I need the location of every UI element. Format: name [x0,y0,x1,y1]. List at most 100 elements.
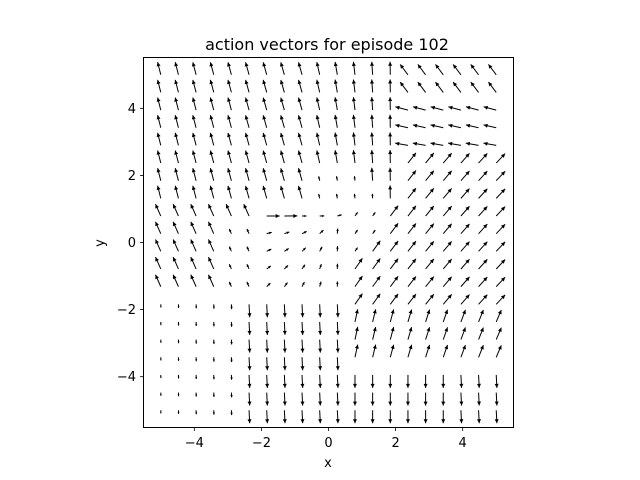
vector-arrow [318,410,323,424]
vector-arrow [279,62,285,75]
vector-arrow [318,357,323,371]
vector-arrow [477,410,482,424]
vector-arrow [244,115,250,128]
vector-arrow [412,141,426,146]
vector-arrow [465,141,479,146]
vector-arrow [191,115,197,128]
vector-arrow [266,248,272,252]
chart-title: action vectors for episode 102 [205,35,449,54]
vector-arrow [208,203,215,217]
vector-arrow [174,97,179,111]
vector-arrow [318,321,323,335]
vector-arrow [460,170,470,182]
vector-arrow [160,374,162,379]
vector-arrow [351,79,356,93]
vector-arrow [460,258,470,270]
vector-arrow [460,309,466,323]
vector-arrow [190,256,197,270]
vector-arrow [372,240,381,252]
vector-arrow [388,114,393,128]
x-tick-label: −2 [252,436,271,451]
vector-arrow [284,213,298,218]
vector-arrow [372,275,381,287]
vector-arrow [388,374,393,388]
vector-arrow [315,132,321,146]
vector-arrow [370,61,375,75]
x-axis-label: x [324,456,332,471]
vector-arrow [246,281,250,287]
vector-arrow [319,246,323,252]
vector-arrow [244,79,250,93]
vector-arrow [442,223,453,234]
y-tick-label: 2 [128,169,136,184]
vector-arrow [302,214,307,218]
vector-arrow [335,374,340,388]
vector-arrow [177,392,180,397]
vector-arrow [230,392,233,398]
vector-arrow [425,187,435,199]
vector-arrow [208,274,215,287]
vector-arrow [190,221,197,234]
vector-arrow [318,374,323,388]
vector-arrow [435,81,444,93]
vector-arrow [228,246,232,252]
y-axis-label: y [93,239,108,247]
x-axis: −4 −2 0 2 4 [185,427,467,451]
vector-arrow [244,168,250,181]
vector-arrow [423,392,428,406]
vector-arrow [246,264,250,270]
vector-arrow [335,193,339,199]
vector-arrow [174,132,179,146]
vector-arrow [335,321,340,335]
vector-arrow [191,132,197,146]
vector-arrow [319,263,322,270]
vector-arrow [155,274,162,287]
vector-arrow [195,357,198,362]
vector-arrow [177,304,180,308]
vector-arrow [156,79,162,93]
vector-arrow [354,326,359,340]
vector-arrow [174,115,179,128]
vector-arrow [372,229,376,234]
vector-arrow [191,79,197,93]
vector-arrow [389,240,399,252]
vector-arrow [495,188,506,199]
vector-arrow [282,321,287,335]
vector-arrow [315,114,321,128]
vector-arrow [442,309,449,323]
vector-arrow [282,339,287,353]
vector-arrow [351,150,356,164]
vector-arrow [488,81,497,93]
vector-arrow [407,344,413,358]
vector-arrow [442,344,449,358]
vector-arrow [247,321,252,335]
vector-arrow [425,293,435,305]
vector-arrow [172,239,179,252]
vector-arrow [209,185,215,199]
vector-arrow [155,256,162,270]
vector-arrow [405,374,410,388]
vector-arrow [407,187,417,199]
vector-arrow [441,410,446,424]
vector-arrow [174,167,179,181]
vector-arrow [230,374,233,380]
vector-arrow [227,185,232,199]
vector-arrow [282,357,287,371]
vector-arrow [478,188,488,199]
vector-arrow [247,374,252,388]
vector-arrow [395,123,409,129]
vector-arrow [279,97,285,111]
vector-arrow [460,223,470,235]
vector-arrow [172,221,179,234]
vector-arrow [460,205,470,217]
vector-arrow [212,410,215,415]
vector-arrow [282,392,287,406]
x-tick-label: −4 [185,436,204,451]
vector-arrow [395,105,409,111]
vector-arrow [389,309,395,323]
vector-arrow [247,392,252,406]
vector-arrow [265,321,270,335]
vector-arrow [195,304,198,309]
vector-arrow [465,105,479,111]
